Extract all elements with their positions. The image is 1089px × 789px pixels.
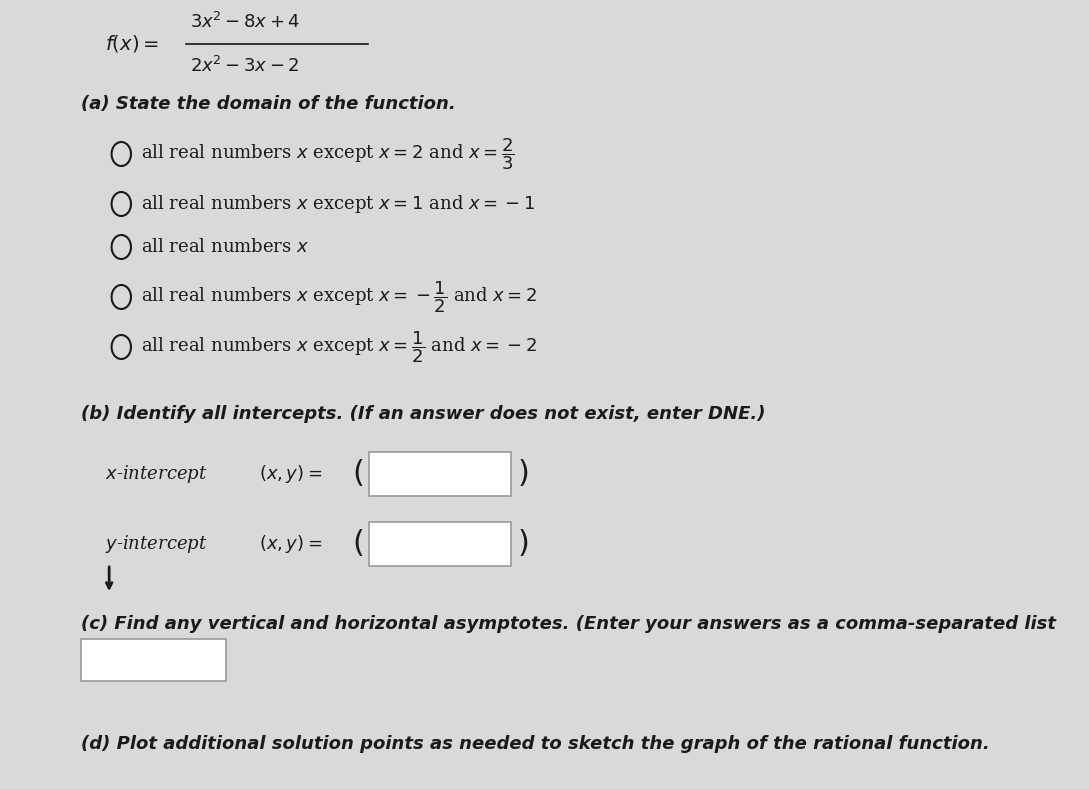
- Text: $($: $($: [352, 529, 366, 559]
- Text: $f(x) = $: $f(x) = $: [106, 33, 159, 54]
- Text: $)$: $)$: [517, 458, 529, 489]
- FancyBboxPatch shape: [369, 452, 511, 496]
- Text: $2x^2 - 3x - 2$: $2x^2 - 3x - 2$: [189, 56, 299, 76]
- Text: $(x, y) = $: $(x, y) = $: [259, 533, 322, 555]
- Text: (b) Identify all intercepts. (If an answer does not exist, enter DNE.): (b) Identify all intercepts. (If an answ…: [81, 405, 766, 423]
- Text: (a) State the domain of the function.: (a) State the domain of the function.: [81, 95, 455, 113]
- FancyBboxPatch shape: [369, 522, 511, 566]
- Text: $(x, y) = $: $(x, y) = $: [259, 463, 322, 485]
- FancyBboxPatch shape: [81, 639, 227, 681]
- Text: (d) Plot additional solution points as needed to sketch the graph of the rationa: (d) Plot additional solution points as n…: [81, 735, 990, 753]
- Text: (c) Find any vertical and horizontal asymptotes. (Enter your answers as a comma-: (c) Find any vertical and horizontal asy…: [81, 615, 1056, 633]
- Text: $)$: $)$: [517, 529, 529, 559]
- Text: all real numbers $x$ except $x = 1$ and $x = -1$: all real numbers $x$ except $x = 1$ and …: [142, 193, 536, 215]
- Text: all real numbers $x$: all real numbers $x$: [142, 238, 309, 256]
- Text: all real numbers $x$ except $x = 2$ and $x = \dfrac{2}{3}$: all real numbers $x$ except $x = 2$ and …: [142, 136, 515, 172]
- Text: all real numbers $x$ except $x = -\dfrac{1}{2}$ and $x = 2$: all real numbers $x$ except $x = -\dfrac…: [142, 279, 538, 315]
- Text: $3x^2 - 8x + 4$: $3x^2 - 8x + 4$: [189, 12, 301, 32]
- Text: all real numbers $x$ except $x = \dfrac{1}{2}$ and $x = -2$: all real numbers $x$ except $x = \dfrac{…: [142, 329, 538, 365]
- Text: $($: $($: [352, 458, 366, 489]
- Text: $y$-intercept: $y$-intercept: [106, 533, 208, 555]
- Text: $x$-intercept: $x$-intercept: [106, 463, 208, 485]
